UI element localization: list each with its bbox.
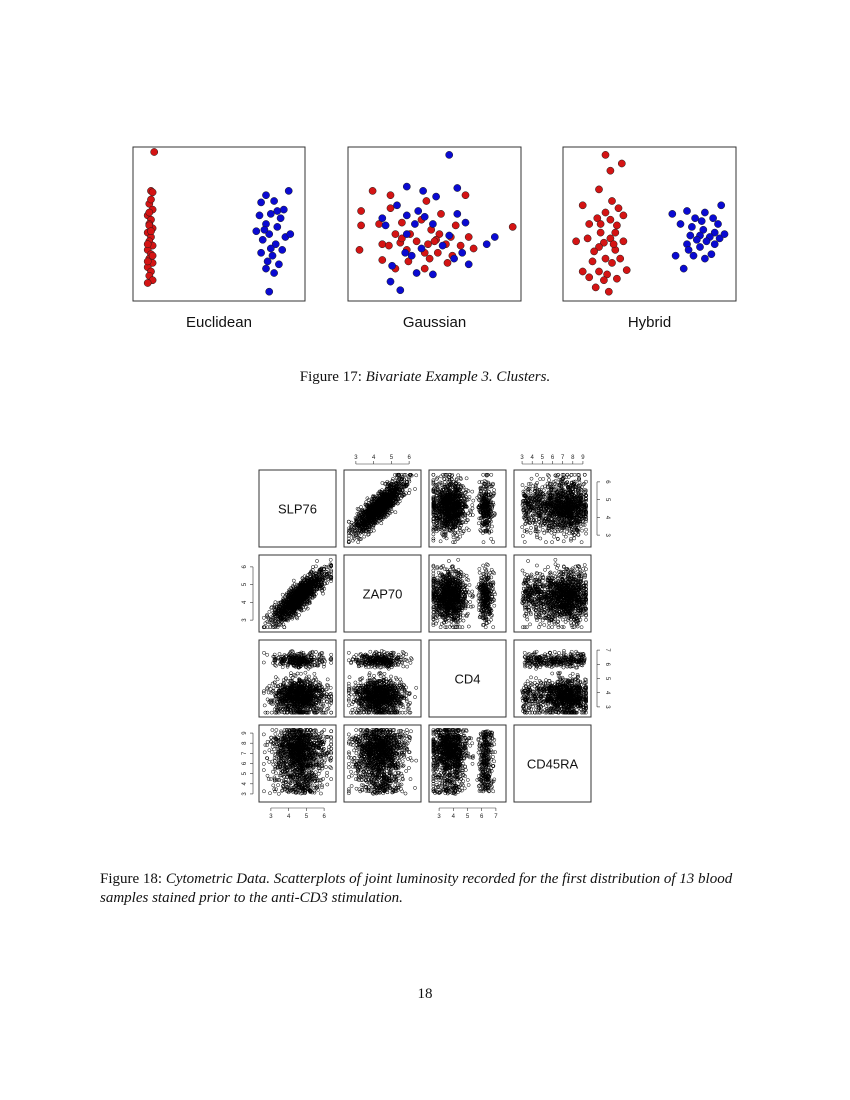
data-point xyxy=(535,473,538,476)
data-point xyxy=(357,508,360,511)
data-point xyxy=(530,477,533,480)
data-point xyxy=(329,558,332,561)
data-point xyxy=(583,482,586,485)
data-point xyxy=(584,528,587,531)
data-point xyxy=(490,473,493,476)
data-point xyxy=(529,526,532,529)
data-point xyxy=(480,480,483,483)
data-point xyxy=(471,490,474,493)
data-point xyxy=(581,529,584,532)
data-point xyxy=(492,540,495,543)
variable-label: SLP76 xyxy=(278,502,317,517)
data-point xyxy=(529,531,532,534)
data-point xyxy=(465,477,468,480)
data-point xyxy=(582,483,585,486)
data-point xyxy=(391,477,394,480)
matrix-cell-slp76-slp76: SLP76 xyxy=(259,470,336,547)
data-point xyxy=(570,473,573,476)
data-point xyxy=(471,504,474,507)
data-point xyxy=(372,529,375,532)
matrix-cell-slp76-zap70 xyxy=(344,470,421,547)
matrix-cell-zap70-slp76 xyxy=(259,555,336,632)
data-point xyxy=(477,522,480,525)
data-point xyxy=(563,533,566,536)
data-point xyxy=(408,489,411,492)
data-point xyxy=(439,540,442,543)
data-point xyxy=(363,535,366,538)
data-point xyxy=(584,532,587,535)
data-point xyxy=(380,522,383,525)
data-point xyxy=(542,477,545,480)
data-point xyxy=(521,484,524,487)
data-point xyxy=(535,536,538,539)
data-point xyxy=(542,489,545,492)
data-point xyxy=(539,478,542,481)
data-point xyxy=(541,528,544,531)
data-point xyxy=(545,530,548,533)
data-point xyxy=(479,490,482,493)
data-point xyxy=(413,487,416,490)
data-point xyxy=(564,535,567,538)
data-point xyxy=(573,473,576,476)
data-point xyxy=(325,582,328,585)
data-point xyxy=(584,480,587,483)
data-point xyxy=(457,474,460,477)
data-point xyxy=(580,541,583,544)
data-point xyxy=(547,478,550,481)
data-point xyxy=(521,526,524,529)
data-point xyxy=(490,537,493,540)
data-point xyxy=(551,541,554,544)
data-point xyxy=(521,534,524,537)
data-point xyxy=(432,473,435,476)
data-point xyxy=(465,527,468,530)
data-point xyxy=(524,523,527,526)
data-point xyxy=(394,511,397,514)
data-point xyxy=(568,532,571,535)
data-point xyxy=(493,489,496,492)
data-point xyxy=(573,537,576,540)
data-point xyxy=(523,540,526,543)
data-point xyxy=(472,499,475,502)
data-point xyxy=(482,541,485,544)
data-point xyxy=(583,473,586,476)
data-point xyxy=(443,481,446,484)
data-point xyxy=(432,533,435,536)
data-point xyxy=(463,516,466,519)
data-point xyxy=(415,474,418,477)
matrix-cell-slp76-cd45ra xyxy=(514,470,591,547)
data-point xyxy=(527,482,530,485)
data-point xyxy=(553,535,556,538)
data-point xyxy=(544,541,547,544)
data-point xyxy=(490,525,493,528)
matrix-cell-slp76-cd4 xyxy=(429,470,506,547)
data-point xyxy=(539,537,542,540)
data-point xyxy=(467,529,470,532)
data-point xyxy=(482,473,485,476)
data-point xyxy=(562,540,565,543)
data-point xyxy=(432,539,435,542)
data-point xyxy=(357,541,360,544)
